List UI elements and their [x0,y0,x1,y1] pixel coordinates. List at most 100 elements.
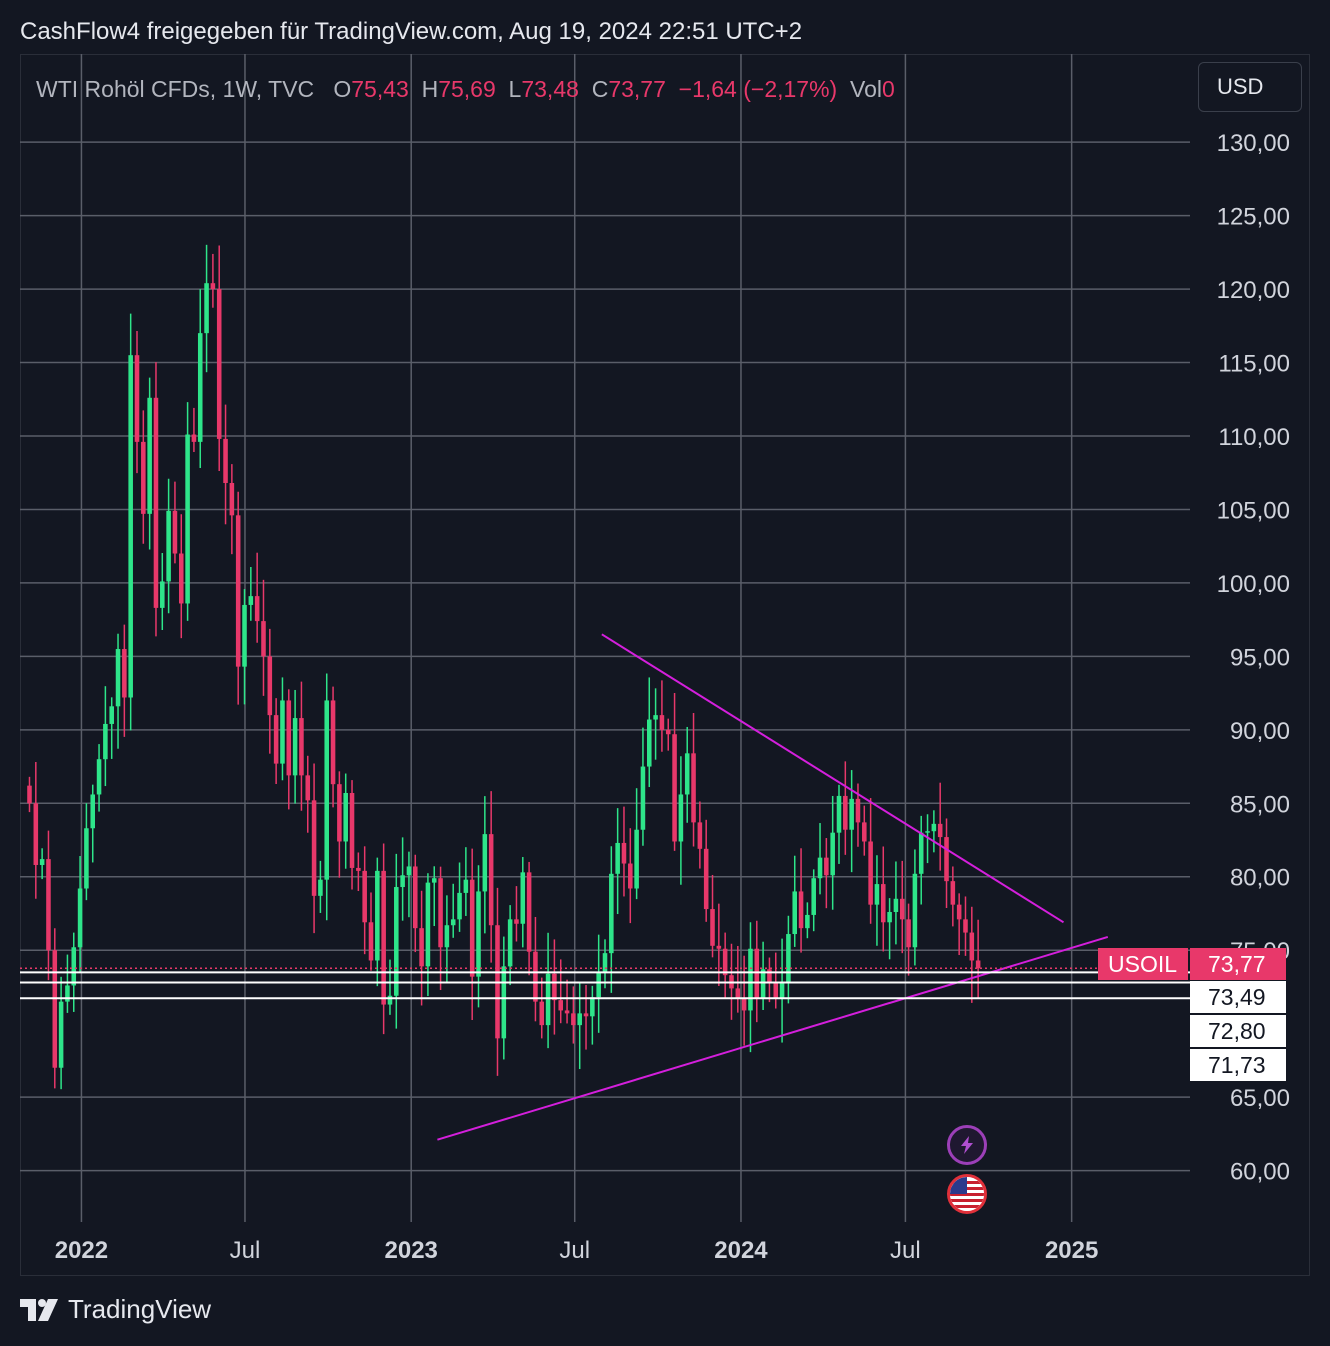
candle-body [836,795,842,833]
footer-brand: TradingView [68,1294,212,1324]
trendline-lower [437,936,1109,1141]
candle-body [950,881,956,905]
tradingview-footer[interactable]: TradingView [20,1294,211,1325]
candle-body [299,718,304,776]
us-flag-icon[interactable] [947,1174,987,1214]
candle-body [735,988,741,999]
candle-body [381,870,386,1005]
candle-body [141,441,146,514]
candle-body [969,932,975,961]
candle-body [488,834,494,926]
legend-low-value: 73,48 [521,76,579,102]
currency-button[interactable]: USD [1198,62,1302,112]
candle-body [356,867,361,871]
candle-body [147,397,152,514]
candle-body [235,515,241,667]
candle-body [526,872,532,952]
level-badge-3: 71,73 [1190,1049,1286,1081]
legend-high-value: 75,69 [438,76,496,102]
legend-symbol: WTI Rohöl CFDs, 1W, TVC [36,76,315,102]
chart-frame[interactable] [20,54,1310,1276]
candle-body [716,945,722,949]
y-tick-label: 130,00 [1217,130,1290,157]
candle-body [646,719,652,767]
candle-body [975,960,981,969]
candle-body [419,928,424,967]
candle-body [58,1001,64,1068]
legend-volume-value: 0 [881,76,895,102]
candle-body [204,283,209,334]
candle-body [197,333,203,442]
candle-body [482,834,488,892]
candle-body [678,794,684,842]
candle-body [773,982,779,999]
tradingview-logo-icon [20,1298,58,1321]
y-tick-label: 90,00 [1230,718,1290,745]
candle-body [944,837,949,882]
candle-body [868,841,873,905]
y-tick-label: 80,00 [1230,865,1290,892]
candle-body [937,823,943,838]
candle-body [153,397,159,608]
candle-body [899,898,905,920]
candle-body [305,775,311,801]
candle-body [280,700,285,764]
y-tick-label: 125,00 [1217,204,1290,231]
x-tick-label: Jul [890,1237,921,1264]
candle-body [324,700,330,880]
candle-body [463,879,469,893]
candle-body [71,947,77,986]
candle-body [672,734,677,842]
candle-body [469,879,475,977]
candle-body [602,953,608,973]
candle-body [425,882,431,967]
candle-body [115,649,121,707]
candle-body [684,753,690,795]
candle-body [798,891,804,929]
candle-body [248,596,254,605]
symbol-badge: USOIL [1098,948,1188,980]
candle-body [659,715,665,730]
candle-body [229,483,235,516]
candle-body [545,973,551,1026]
candle-body [596,972,601,998]
candle-body [880,884,886,923]
candle-body [767,969,772,983]
candle-body [166,510,171,582]
chart-legend[interactable]: WTI Rohöl CFDs, 1W, TVC O75,43 H75,69 L7… [36,76,895,103]
candle-body [90,794,96,829]
candle-body [653,715,658,720]
candle-body [912,873,918,948]
candle-body [830,832,835,876]
candle-body [621,842,627,864]
last-price-badge: 73,77 [1190,948,1286,980]
candle-body [843,795,848,830]
legend-open-value: 75,43 [351,76,409,102]
candle-body [552,973,557,1001]
candle-body [849,798,854,830]
legend-volume-label: Vol [850,76,882,102]
level-badge-2: 72,80 [1190,1015,1286,1047]
candle-body [564,1010,570,1014]
candle-body [577,1013,582,1026]
x-tick-label: 2023 [385,1237,438,1264]
candle-body [349,792,355,868]
candle-body [46,859,51,951]
grid [20,54,1190,1222]
candle-body [779,982,785,999]
candle-body [963,919,968,933]
candle-body [887,912,892,923]
candle-body [628,863,633,889]
candle-body [703,848,709,910]
legend-low-label: L [508,76,522,102]
candle-body [855,798,861,823]
y-tick-label: 65,00 [1230,1085,1290,1112]
candle-body [387,995,393,1005]
lightning-icon[interactable] [947,1125,987,1165]
candle-body [122,649,127,698]
legend-close-value: 73,77 [608,76,666,102]
candle-body [160,581,165,608]
candle-body [406,866,412,876]
candle-body [27,785,32,804]
